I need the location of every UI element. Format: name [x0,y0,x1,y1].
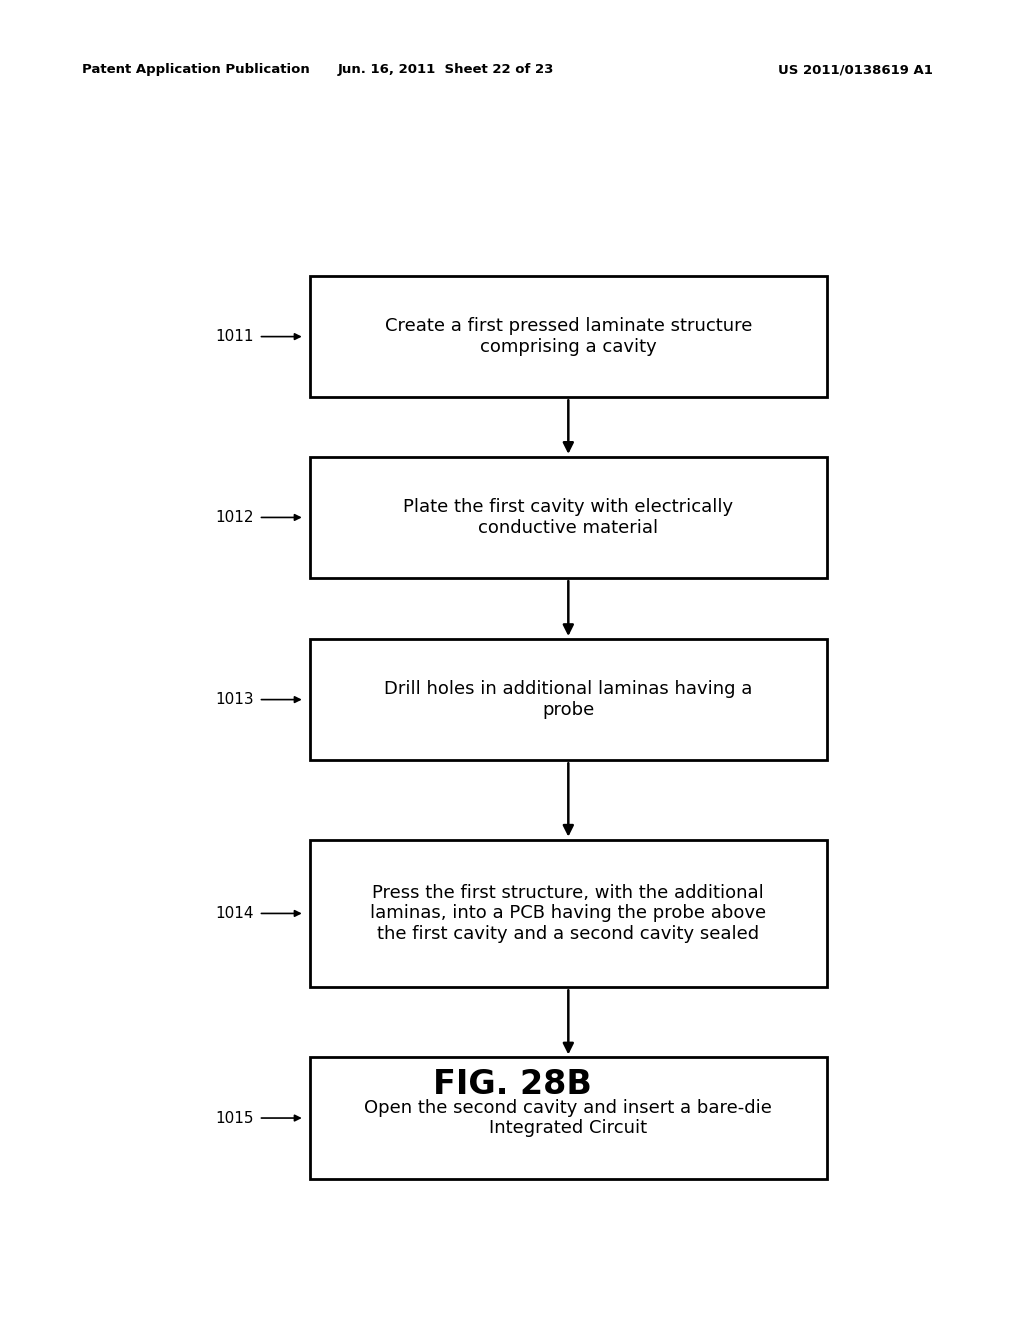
Text: Plate the first cavity with electrically
conductive material: Plate the first cavity with electrically… [403,498,733,537]
Text: 1013: 1013 [215,692,254,708]
Text: FIG. 28B: FIG. 28B [432,1068,592,1101]
Text: Jun. 16, 2011  Sheet 22 of 23: Jun. 16, 2011 Sheet 22 of 23 [337,63,554,77]
Text: Press the first structure, with the additional
laminas, into a PCB having the pr: Press the first structure, with the addi… [371,883,766,944]
Text: Open the second cavity and insert a bare-die
Integrated Circuit: Open the second cavity and insert a bare… [365,1098,772,1138]
Bar [310,1057,827,1179]
Text: 1011: 1011 [215,329,254,345]
Bar [310,639,827,760]
Bar [310,276,827,397]
Text: US 2011/0138619 A1: US 2011/0138619 A1 [778,63,933,77]
Text: 1014: 1014 [215,906,254,921]
Text: Patent Application Publication: Patent Application Publication [82,63,309,77]
Text: Drill holes in additional laminas having a
probe: Drill holes in additional laminas having… [384,680,753,719]
Bar [310,840,827,987]
Text: Create a first pressed laminate structure
comprising a cavity: Create a first pressed laminate structur… [385,317,752,356]
Text: 1015: 1015 [215,1110,254,1126]
Bar [310,457,827,578]
Text: 1012: 1012 [215,510,254,525]
